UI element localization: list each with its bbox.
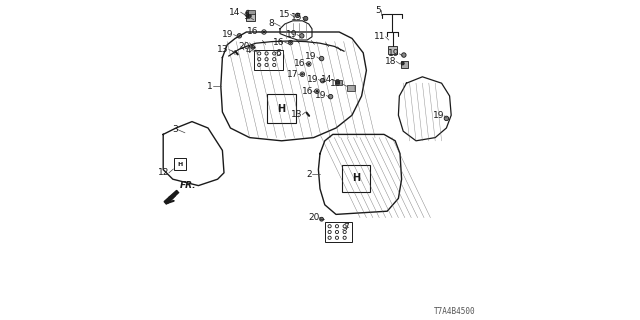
Text: 14: 14 xyxy=(229,8,241,17)
Circle shape xyxy=(246,10,250,14)
Text: H: H xyxy=(278,104,285,114)
Circle shape xyxy=(296,13,300,18)
Circle shape xyxy=(321,78,325,83)
Bar xyxy=(174,158,186,170)
Text: 16: 16 xyxy=(273,38,285,47)
Bar xyxy=(325,222,352,242)
Text: 20: 20 xyxy=(238,42,250,51)
Circle shape xyxy=(444,116,449,121)
Polygon shape xyxy=(164,190,179,204)
Text: 14: 14 xyxy=(321,75,332,84)
Text: H: H xyxy=(177,162,182,166)
Text: 6: 6 xyxy=(275,49,281,58)
Circle shape xyxy=(336,81,339,84)
Circle shape xyxy=(319,56,324,61)
Text: 8: 8 xyxy=(269,19,275,28)
Text: 9: 9 xyxy=(243,12,249,21)
Text: 11: 11 xyxy=(374,32,385,41)
Text: 16: 16 xyxy=(294,59,306,68)
Text: 19: 19 xyxy=(388,49,399,58)
Text: 19: 19 xyxy=(307,75,319,84)
Text: 13: 13 xyxy=(218,45,229,54)
Text: 3: 3 xyxy=(172,125,178,134)
Bar xyxy=(342,165,370,192)
Bar xyxy=(254,50,283,70)
Circle shape xyxy=(328,94,333,99)
Text: 17: 17 xyxy=(287,70,298,79)
Text: 15: 15 xyxy=(279,10,291,19)
Circle shape xyxy=(402,53,406,57)
Circle shape xyxy=(251,45,255,49)
Text: FR.: FR. xyxy=(180,181,196,190)
Text: 5: 5 xyxy=(375,6,381,15)
Text: 10: 10 xyxy=(330,79,342,88)
Text: 20: 20 xyxy=(308,213,319,222)
Circle shape xyxy=(320,217,324,221)
Text: 16: 16 xyxy=(301,87,313,96)
Text: 19: 19 xyxy=(305,52,317,61)
Circle shape xyxy=(308,63,310,65)
Text: 19: 19 xyxy=(222,30,234,39)
Bar xyxy=(401,61,408,68)
Bar xyxy=(246,13,255,21)
Circle shape xyxy=(290,42,292,44)
Circle shape xyxy=(303,16,308,21)
Circle shape xyxy=(300,34,304,38)
Text: H: H xyxy=(352,173,360,183)
Text: 7: 7 xyxy=(343,223,349,232)
Circle shape xyxy=(247,14,252,18)
Text: T7A4B4500: T7A4B4500 xyxy=(433,307,475,316)
Bar xyxy=(347,85,355,91)
Circle shape xyxy=(237,34,242,38)
Bar xyxy=(248,10,255,14)
Bar xyxy=(268,94,296,123)
Circle shape xyxy=(301,73,303,75)
Text: 12: 12 xyxy=(157,168,169,177)
Text: 18: 18 xyxy=(385,57,396,66)
Text: 19: 19 xyxy=(285,30,297,39)
Text: 19: 19 xyxy=(315,91,326,100)
Text: 2: 2 xyxy=(307,170,312,179)
Text: 19: 19 xyxy=(433,111,444,120)
Text: 15: 15 xyxy=(291,13,302,22)
Text: 13: 13 xyxy=(291,110,302,119)
Circle shape xyxy=(263,31,265,33)
Text: 1: 1 xyxy=(207,82,212,91)
Text: 4: 4 xyxy=(246,46,251,55)
Bar xyxy=(335,80,342,85)
Bar xyxy=(388,46,397,54)
Circle shape xyxy=(316,90,317,92)
Circle shape xyxy=(401,62,404,65)
Text: 16: 16 xyxy=(247,27,259,36)
